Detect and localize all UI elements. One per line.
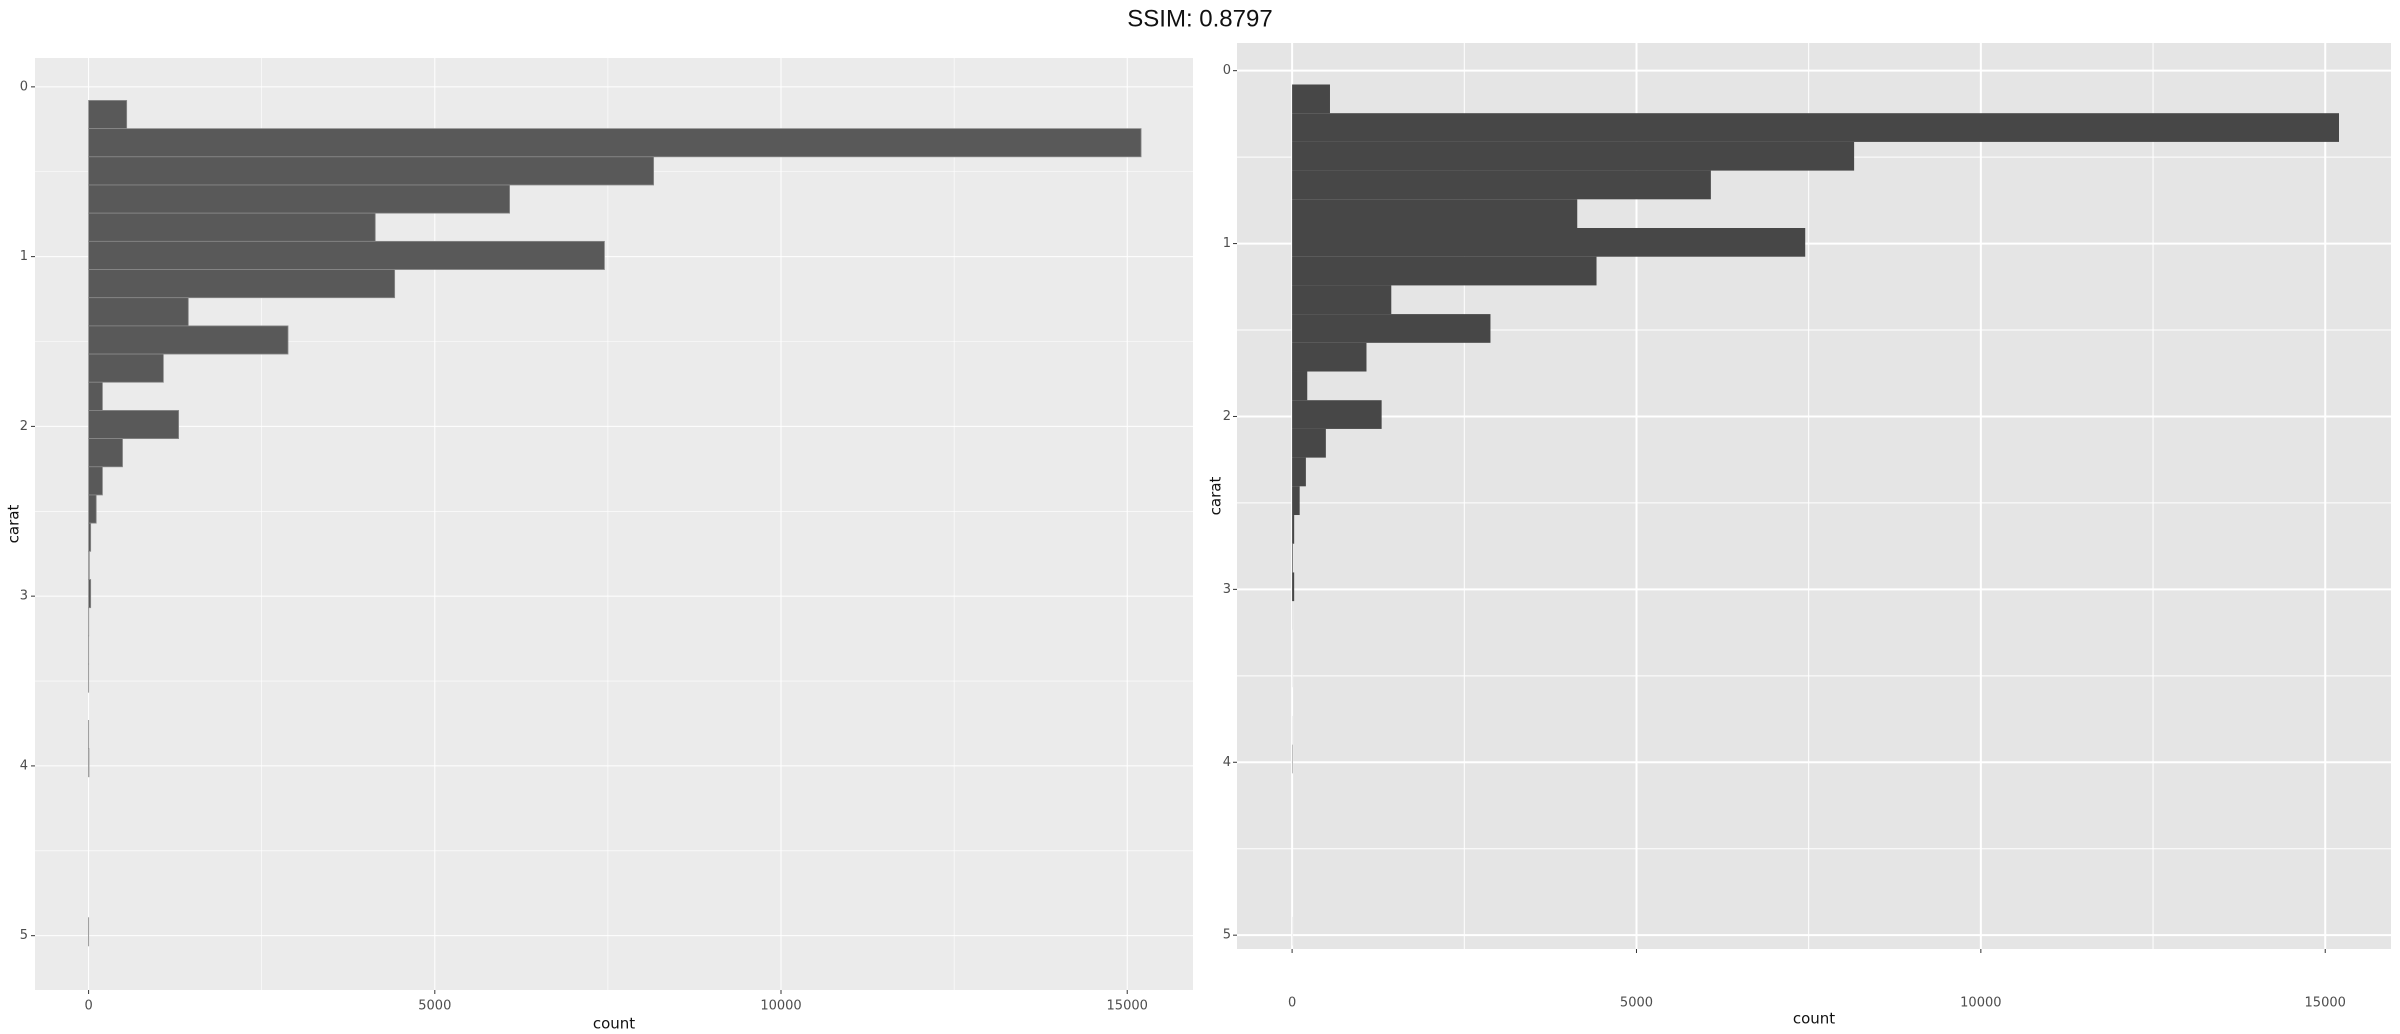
- bar: [88, 297, 189, 327]
- y-tick-label: 3: [1223, 582, 1231, 597]
- bar: [88, 494, 97, 524]
- bar: [88, 100, 128, 130]
- bar: [1292, 342, 1367, 372]
- bar: [88, 466, 103, 496]
- y-tick-label: 0: [1223, 63, 1231, 78]
- x-tick-label: 5000: [418, 999, 451, 1014]
- bar: [1292, 457, 1306, 487]
- bar: [88, 579, 92, 609]
- bar: [88, 381, 103, 411]
- bar: [1292, 543, 1293, 573]
- y-tick-label: 5: [1223, 928, 1231, 943]
- bar: [88, 353, 164, 383]
- y-tick-label: 4: [1223, 755, 1231, 770]
- page-title: SSIM: 0.8797: [1127, 5, 1272, 32]
- bar: [1292, 84, 1330, 114]
- x-tick-label: 0: [1288, 996, 1296, 1011]
- bar: [88, 550, 90, 580]
- bar: [1292, 228, 1806, 257]
- bar: [1292, 199, 1578, 229]
- bar: [88, 438, 123, 468]
- x-axis-title: count: [593, 1015, 635, 1033]
- bar: [88, 410, 180, 440]
- bar: [88, 156, 655, 186]
- bar: [88, 184, 510, 214]
- y-tick-label: 2: [20, 419, 28, 434]
- bar: [1292, 486, 1300, 516]
- x-tick-label: 10000: [1960, 996, 2001, 1011]
- bar: [1292, 285, 1392, 315]
- x-axis-title: count: [1793, 1010, 1835, 1028]
- bar: [1292, 141, 1855, 171]
- y-tick-label: 5: [20, 928, 28, 943]
- bar: [88, 269, 396, 299]
- bar: [1292, 170, 1711, 200]
- y-tick-label: 4: [20, 758, 28, 773]
- bar: [88, 522, 92, 552]
- y-tick-label: 0: [20, 79, 28, 94]
- bar: [1292, 428, 1326, 458]
- x-tick-label: 0: [84, 999, 92, 1014]
- x-tick-label: 15000: [2305, 996, 2346, 1011]
- x-tick-label: 10000: [760, 999, 801, 1014]
- bar: [1292, 400, 1382, 429]
- bar: [88, 325, 289, 355]
- y-axis-title: carat: [1207, 477, 1225, 516]
- bar: [1292, 256, 1597, 286]
- bar: [88, 212, 376, 242]
- bar: [88, 240, 605, 270]
- y-axis-title: carat: [5, 505, 23, 544]
- bar: [88, 128, 1142, 158]
- bar: [1292, 314, 1491, 343]
- bar: [1292, 113, 2339, 142]
- y-tick-label: 3: [20, 589, 28, 604]
- y-tick-label: 1: [1223, 236, 1231, 251]
- bar: [1292, 572, 1295, 602]
- bar: [1292, 371, 1308, 401]
- y-tick-label: 2: [1223, 409, 1231, 424]
- bar: [1292, 515, 1295, 544]
- x-tick-label: 15000: [1107, 999, 1148, 1014]
- y-tick-label: 1: [20, 249, 28, 264]
- x-tick-label: 5000: [1620, 996, 1653, 1011]
